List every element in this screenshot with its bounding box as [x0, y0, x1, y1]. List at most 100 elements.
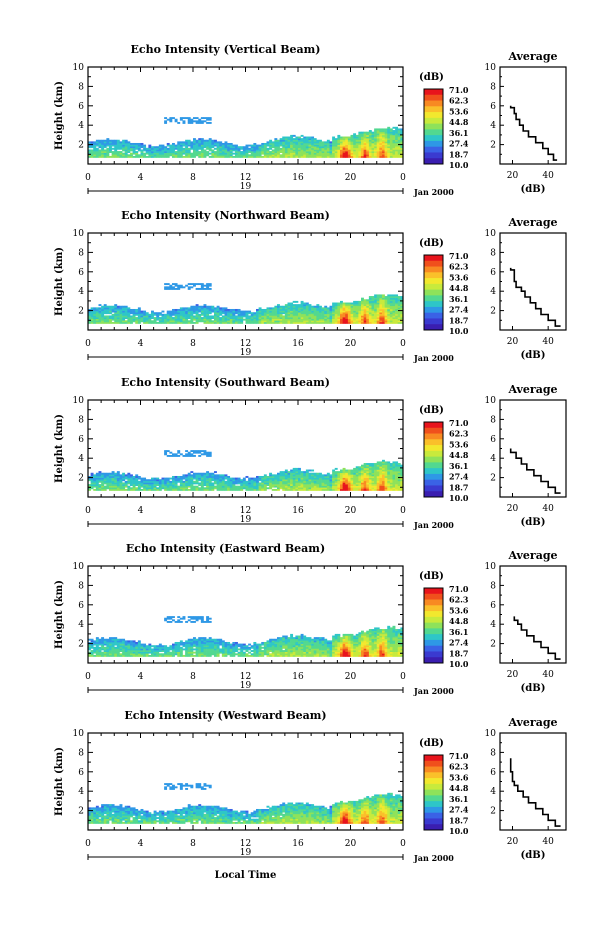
heatmap-cell — [350, 136, 354, 139]
heatmap-cell — [127, 487, 131, 490]
y-tick-label: 4 — [78, 287, 84, 297]
heatmap-cell — [277, 144, 280, 147]
heatmap-cell — [292, 134, 296, 137]
heatmap-cell — [345, 152, 349, 155]
heatmap-cell — [358, 317, 362, 319]
heatmap-cell — [340, 480, 343, 483]
heatmap-cell — [282, 471, 286, 474]
heatmap-cell — [182, 147, 186, 150]
heatmap-cell — [284, 479, 288, 482]
heatmap-cell — [95, 645, 99, 648]
heatmap-cell — [198, 484, 202, 486]
heatmap-cell — [101, 321, 105, 324]
heatmap-cell — [161, 155, 165, 158]
heatmap-cell — [190, 307, 194, 310]
heatmap-cell — [292, 488, 296, 491]
heatmap-cell — [332, 315, 336, 318]
heatmap-cell — [269, 321, 273, 324]
heatmap-cell — [400, 479, 404, 482]
heatmap-cell — [358, 321, 362, 324]
heatmap-cell — [122, 638, 126, 641]
heatmap-cell — [90, 315, 94, 318]
heatmap-cell — [135, 645, 139, 648]
heatmap-cell — [145, 320, 149, 323]
heatmap-cell — [397, 304, 401, 307]
heatmap-cell — [164, 488, 168, 491]
heatmap-cell — [284, 482, 288, 485]
heatmap-cell — [200, 488, 204, 491]
heatmap-cell — [166, 487, 170, 490]
heatmap-cell — [164, 283, 168, 286]
heatmap-cell — [206, 651, 210, 654]
heatmap-cell — [282, 310, 286, 313]
heatmap-cell — [279, 313, 283, 316]
heatmap-cell — [342, 472, 346, 475]
heatmap-cell — [324, 315, 328, 318]
heatmap-cell — [224, 317, 228, 319]
heatmap-cell — [311, 320, 315, 323]
heatmap-cell — [130, 318, 133, 321]
heatmap-cell — [88, 651, 91, 654]
heatmap-cell — [347, 155, 351, 158]
heatmap-cell — [340, 142, 343, 145]
heatmap-cell — [300, 312, 304, 315]
heatmap-cell — [371, 466, 375, 469]
heatmap-cell — [95, 641, 99, 644]
heatmap-cell — [400, 147, 404, 150]
heatmap-cell — [221, 488, 225, 491]
heatmap-cell — [164, 146, 168, 149]
heatmap-cell — [111, 638, 115, 641]
heatmap-cell — [345, 469, 349, 472]
heatmap-cell — [101, 308, 105, 311]
heatmap-cell — [358, 144, 362, 147]
heatmap-cell — [250, 147, 254, 150]
heatmap-cell — [114, 646, 118, 649]
heatmap-cell — [211, 317, 215, 319]
heatmap-cell — [166, 149, 170, 152]
heatmap-cell — [219, 149, 223, 152]
heatmap-cell — [313, 477, 317, 480]
heatmap-cell — [298, 487, 301, 490]
heatmap-cell — [101, 480, 105, 483]
heatmap-cell — [284, 310, 288, 313]
heatmap-cell — [172, 312, 175, 315]
heatmap-cell — [195, 317, 199, 319]
heatmap-cell — [290, 151, 294, 153]
heatmap-cell — [332, 149, 336, 152]
heatmap-cell — [361, 304, 364, 307]
heatmap-cell — [298, 472, 301, 475]
heatmap-cell — [245, 312, 249, 315]
heatmap-cell — [229, 317, 233, 319]
heatmap-cell — [376, 305, 380, 308]
heatmap-cell — [156, 315, 160, 318]
heatmap-cell — [324, 485, 328, 488]
heatmap-cell — [282, 154, 286, 157]
heatmap-cell — [337, 147, 341, 150]
heatmap-cell — [253, 488, 257, 491]
heatmap-cell — [190, 317, 194, 319]
heatmap-cell — [353, 472, 357, 475]
heatmap-cell — [363, 474, 367, 477]
heatmap-cell — [258, 315, 262, 318]
heatmap-cell — [374, 294, 378, 297]
heatmap-cell — [366, 144, 370, 147]
heatmap-cell — [122, 651, 126, 654]
heatmap-cell — [353, 480, 357, 483]
heatmap-cell — [329, 480, 333, 483]
heatmap-cell — [187, 653, 191, 656]
heatmap-cell — [279, 151, 283, 153]
heatmap-cell — [282, 144, 286, 147]
heatmap-cell — [172, 320, 175, 323]
heatmap-cell — [353, 475, 357, 478]
heatmap-cell — [137, 654, 141, 657]
heatmap-cell — [156, 479, 160, 482]
heatmap-cell — [324, 317, 328, 319]
heatmap-cell — [303, 305, 307, 308]
heatmap-cell — [384, 472, 388, 475]
heatmap-cell — [190, 142, 194, 145]
heatmap-cell — [305, 147, 309, 150]
heatmap-cell — [177, 643, 181, 646]
heatmap-cell — [198, 454, 202, 457]
heatmap-cell — [177, 144, 181, 147]
heatmap-cell — [187, 479, 191, 482]
